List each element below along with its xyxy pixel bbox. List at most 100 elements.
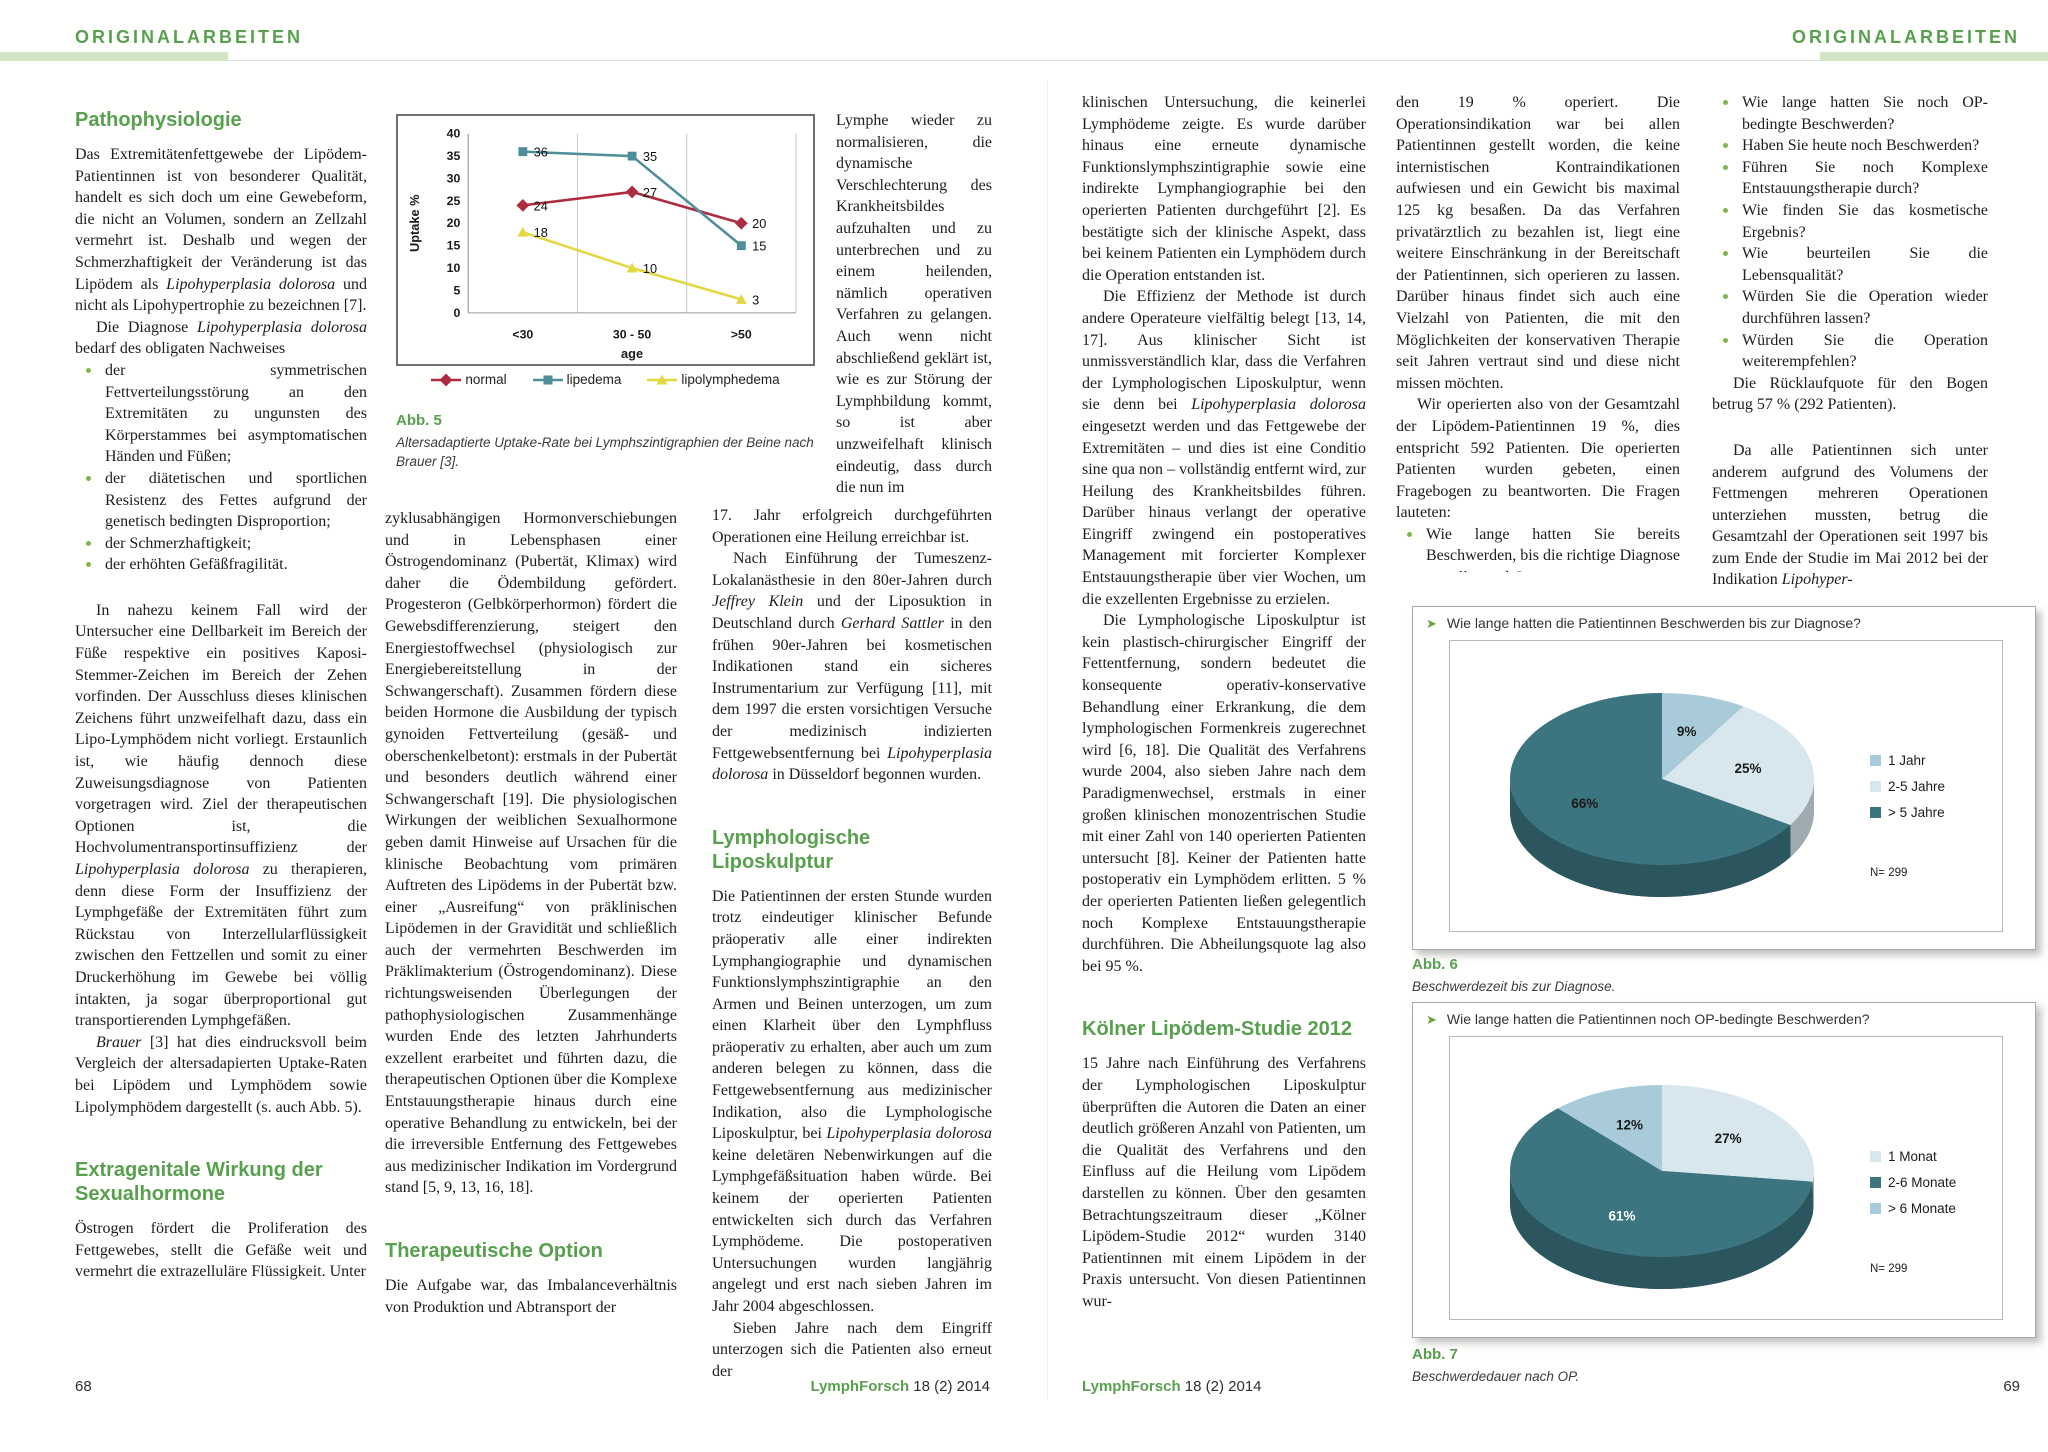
svg-text:24: 24 — [534, 198, 548, 213]
right-page-column-2: den 19 % operiert. Die Operationsindikat… — [1396, 92, 1680, 572]
journal-issue: 18 (2) 2014 — [909, 1378, 990, 1395]
list-item: der Schmerzhaftigkeit; — [75, 533, 367, 555]
paragraph: 15 Jahre nach Einführung des Verfahrens … — [1082, 1055, 1366, 1310]
journal-footer-left: LymphForsch 18 (2) 2014 — [700, 1378, 990, 1395]
svg-text:27%: 27% — [1715, 1131, 1742, 1146]
left-page-column-2: zyklusabhängigen Hormonverschiebungen un… — [385, 508, 677, 1408]
svg-text:20: 20 — [447, 216, 461, 230]
svg-text:66%: 66% — [1571, 796, 1598, 811]
figure-abb7-plot-area: 27% 61% 12% 1 Monat 2-6 Monate > 6 Monate N=… — [1449, 1036, 2003, 1320]
bullet-text: Wie finden Sie das kosmetische Ergebnis? — [1742, 201, 1988, 241]
journal-footer-right: LymphForsch 18 (2) 2014 — [1082, 1378, 1262, 1395]
bullet-icon — [1396, 524, 1426, 572]
header-green-bar-left — [0, 52, 228, 61]
section-heading: Therapeutische Option — [385, 1240, 603, 1262]
svg-text:15: 15 — [447, 239, 461, 253]
svg-text:0: 0 — [453, 306, 460, 320]
section-heading: Extragenitale Wirkung der Sexualhormone — [75, 1159, 323, 1206]
paragraph: Lymphe wieder zu normalisieren, die dyna… — [836, 112, 992, 497]
right-page-column-1: klinischen Untersuchung, die keinerlei L… — [1082, 92, 1366, 1404]
page-number-right: 69 — [2003, 1378, 2020, 1395]
paragraph: Nach Einführung der Tumeszenz-Lokalanäst… — [712, 550, 992, 784]
svg-text:27: 27 — [643, 185, 657, 200]
paragraph: Das Extremitätenfettgewebe der Lipödem-P… — [75, 146, 367, 315]
figure-abb6-caption: Beschwerdezeit bis zur Diagnose. — [1412, 979, 1616, 994]
bullet-list: Wie lange hatten Sie noch OP-bedingte Be… — [1712, 92, 1988, 373]
figure-abb6-box: ➤ Wie lange hatten die Patientinnen Besch… — [1412, 606, 2036, 950]
svg-text:12%: 12% — [1616, 1118, 1643, 1133]
paragraph: Brauer [3] hat dies eindrucksvoll beim V… — [75, 1033, 367, 1116]
paragraph: 17. Jahr erfolgreich durchgeführten Oper… — [712, 507, 992, 546]
bullet-text: Wie lange hatten Sie noch OP-bedingte Be… — [1742, 94, 1988, 133]
bullet-icon — [75, 533, 105, 555]
left-page-column-1: Pathophysiologie Das Extremitätenfettgewe… — [75, 92, 367, 1360]
figure-abb5-chart-box: 0 5 10 15 20 25 30 35 40 <30 30 - 50 >50 age Uptake %… — [396, 114, 815, 366]
header-green-bar-right — [1820, 52, 2048, 61]
header-right-label: ORIGINALARBEITEN — [1792, 27, 2020, 47]
bullet-icon — [1712, 157, 1742, 200]
chart-legend: normal lipedema lipolymphedema — [396, 372, 815, 387]
list-item: Haben Sie heute noch Beschwerden? — [1712, 135, 1988, 157]
paragraph: Sieben Jahre nach dem Eingriff unterzoge… — [712, 1319, 992, 1380]
svg-text:25: 25 — [447, 194, 461, 208]
bullet-icon — [1712, 330, 1742, 373]
bullet-icon — [1712, 135, 1742, 157]
bullet-text: der erhöhten Gefäßfragilität. — [105, 556, 288, 574]
journal-name: LymphForsch — [1082, 1378, 1181, 1395]
spacer — [385, 1199, 677, 1223]
pie-legend: 1 Jahr 2-5 Jahre > 5 Jahre — [1870, 753, 1945, 820]
uptake-line-chart: 0 5 10 15 20 25 30 35 40 <30 30 - 50 >50 age Uptake %… — [407, 127, 797, 361]
bullet-list: der symmetrischen Fettverteilungsstörung… — [75, 360, 367, 576]
sample-size-label: N= 299 — [1870, 1263, 1908, 1275]
list-item: der erhöhten Gefäßfragilität. — [75, 554, 367, 576]
sample-size-label: N= 299 — [1870, 867, 1908, 879]
list-item: Wie beurteilen Sie die Lebensqualität? — [1712, 243, 1988, 286]
paragraph: Die Diagnose Lipohyperplasia dolorosa be… — [75, 318, 367, 358]
legend-item: 2-5 Jahre — [1870, 779, 1945, 794]
svg-text:10: 10 — [643, 261, 657, 276]
bullet-text: der diätetischen und sportlichen Resiste… — [105, 469, 367, 531]
left-page-column-3: 17. Jahr erfolgreich durchgeführten Oper… — [712, 505, 992, 1410]
header-rule — [0, 60, 2048, 61]
bullet-text: der Schmerzhaftigkeit; — [105, 534, 252, 552]
spacer — [1082, 977, 1366, 1001]
page-gutter — [1047, 80, 1048, 1400]
bullet-text: Wie lange hatten Sie bereits Beschwerden… — [1426, 525, 1680, 572]
figure-abb5-label: Abb. 5 — [396, 412, 442, 429]
list-item: Würden Sie die Operation wieder durchfüh… — [1712, 286, 1988, 329]
paragraph: Die Effizienz der Methode ist durch ande… — [1082, 288, 1366, 608]
section-heading: Kölner Lipödem-Studie 2012 — [1082, 1018, 1353, 1041]
list-item: Wie finden Sie das kosmetische Ergebnis? — [1712, 200, 1988, 243]
svg-text:>50: >50 — [731, 327, 752, 341]
journal-issue: 18 (2) 2014 — [1180, 1378, 1262, 1395]
right-page-column-3: Wie lange hatten Sie noch OP-bedingte Be… — [1712, 92, 1988, 622]
bullet-text: Würden Sie die Operation weiterempfehlen… — [1742, 331, 1988, 371]
legend-item: 1 Monat — [1870, 1149, 1956, 1164]
paragraph: klinischen Untersuchung, die keinerlei L… — [1082, 94, 1366, 284]
figure-abb6-label: Abb. 6 — [1412, 956, 1458, 973]
list-item: Wie lange hatten Sie bereits Beschwerden… — [1396, 524, 1680, 572]
svg-text:30 - 50: 30 - 50 — [613, 327, 651, 341]
arrow-icon: ➤ — [1426, 616, 1437, 631]
figure-abb6-title: ➤ Wie lange hatten die Patientinnen Besch… — [1426, 615, 1861, 631]
figure-abb5-caption: Altersadaptierte Uptake-Rate bei Lymphsz… — [396, 435, 814, 469]
svg-text:18: 18 — [534, 225, 548, 240]
spacer — [1712, 416, 1988, 440]
svg-text:10: 10 — [447, 261, 461, 275]
bullet-text: Haben Sie heute noch Beschwerden? — [1742, 137, 1980, 155]
list-item: Wie lange hatten Sie noch OP-bedingte Be… — [1712, 92, 1988, 135]
bullet-icon — [75, 360, 105, 468]
figure-abb7-title: ➤ Wie lange hatten die Patientinnen noch … — [1426, 1011, 1870, 1027]
paragraph: Die Lymphologische Liposkulptur ist kein… — [1082, 612, 1366, 975]
svg-text:35: 35 — [643, 149, 657, 164]
paragraph: Wir operierten also von der Gesamtzahl d… — [1396, 396, 1680, 522]
journal-name: LymphForsch — [810, 1378, 910, 1395]
legend-item: > 6 Monate — [1870, 1201, 1956, 1216]
bullet-list: Wie lange hatten Sie bereits Beschwerden… — [1396, 524, 1680, 572]
figure-abb7-box: ➤ Wie lange hatten die Patientinnen noch … — [1412, 1002, 2036, 1338]
list-item: der diätetischen und sportlichen Resiste… — [75, 468, 367, 533]
bullet-text: Führen Sie noch Komplexe Entstauungsther… — [1742, 158, 1988, 198]
svg-text:40: 40 — [447, 127, 461, 141]
bullet-icon — [1712, 92, 1742, 135]
